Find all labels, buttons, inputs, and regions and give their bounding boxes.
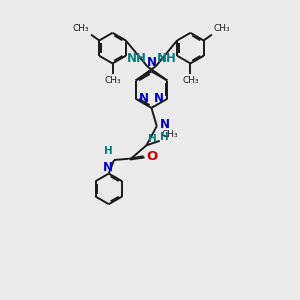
Text: N: N xyxy=(139,92,148,105)
Text: CH₃: CH₃ xyxy=(182,76,199,85)
Text: H: H xyxy=(148,134,157,144)
Text: CH₃: CH₃ xyxy=(213,24,230,33)
Text: NH: NH xyxy=(157,52,176,65)
Text: O: O xyxy=(146,150,157,163)
Text: N: N xyxy=(160,118,170,131)
Text: CH₃: CH₃ xyxy=(162,130,178,139)
Text: N: N xyxy=(103,160,113,174)
Text: H: H xyxy=(160,132,169,142)
Text: H: H xyxy=(104,146,113,157)
Text: CH₃: CH₃ xyxy=(104,76,121,85)
Text: CH₃: CH₃ xyxy=(73,24,89,33)
Text: N: N xyxy=(154,92,164,105)
Text: NH: NH xyxy=(127,52,146,65)
Text: N: N xyxy=(146,56,157,69)
